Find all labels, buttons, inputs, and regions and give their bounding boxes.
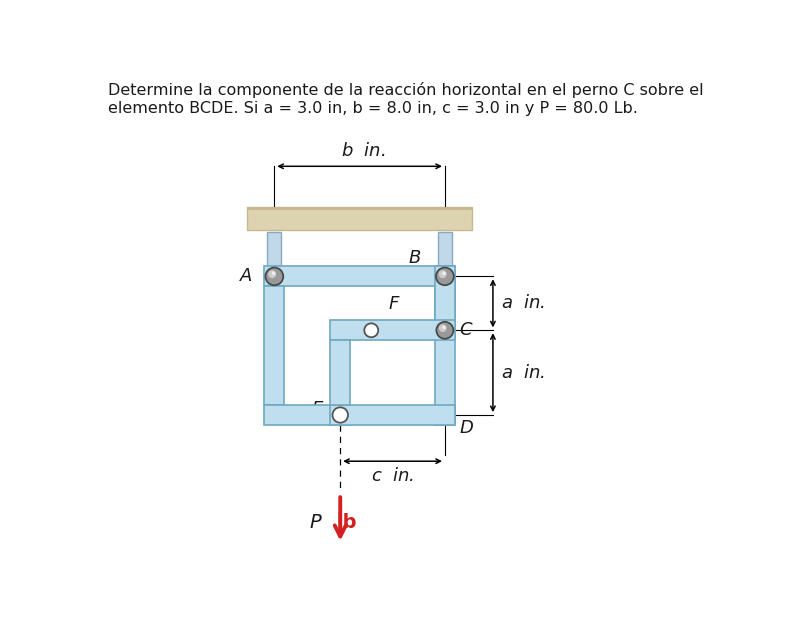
Text: elemento BCDE. Si a = 3.0 in, b = 8.0 in, c = 3.0 in y P = 80.0 Lb.: elemento BCDE. Si a = 3.0 in, b = 8.0 in…	[108, 101, 638, 116]
Text: $C$: $C$	[459, 321, 474, 339]
Circle shape	[436, 267, 454, 285]
Bar	[435, 286, 455, 320]
Circle shape	[268, 271, 276, 278]
Bar	[330, 320, 455, 340]
Circle shape	[439, 324, 446, 332]
Text: $A$: $A$	[238, 267, 253, 285]
Bar	[247, 207, 472, 210]
Text: $D$: $D$	[459, 419, 474, 437]
Text: $a$  in.: $a$ in.	[501, 295, 545, 312]
Circle shape	[438, 271, 446, 278]
Bar	[247, 207, 472, 231]
Circle shape	[436, 322, 454, 338]
Circle shape	[442, 326, 446, 329]
Text: $F$: $F$	[388, 295, 401, 313]
Text: $b$  in.: $b$ in.	[341, 142, 386, 160]
Text: $E$: $E$	[311, 400, 325, 418]
Bar	[264, 405, 350, 425]
Bar	[435, 267, 455, 425]
Text: $a$  in.: $a$ in.	[501, 364, 545, 382]
Text: lb: lb	[336, 513, 357, 532]
Text: Determine la componente de la reacción horizontal en el perno C sobre el: Determine la componente de la reacción h…	[108, 81, 703, 98]
Bar	[264, 267, 455, 286]
Circle shape	[364, 323, 378, 337]
Bar	[264, 286, 285, 405]
Bar	[330, 405, 455, 425]
Bar	[330, 340, 350, 405]
Circle shape	[272, 272, 275, 275]
Circle shape	[442, 272, 446, 275]
Bar	[267, 232, 282, 267]
Text: $P$: $P$	[310, 513, 323, 532]
Bar	[438, 232, 452, 267]
Text: $c$  in.: $c$ in.	[371, 467, 414, 485]
Text: $B$: $B$	[408, 249, 422, 267]
Circle shape	[266, 267, 283, 285]
Circle shape	[333, 407, 348, 423]
